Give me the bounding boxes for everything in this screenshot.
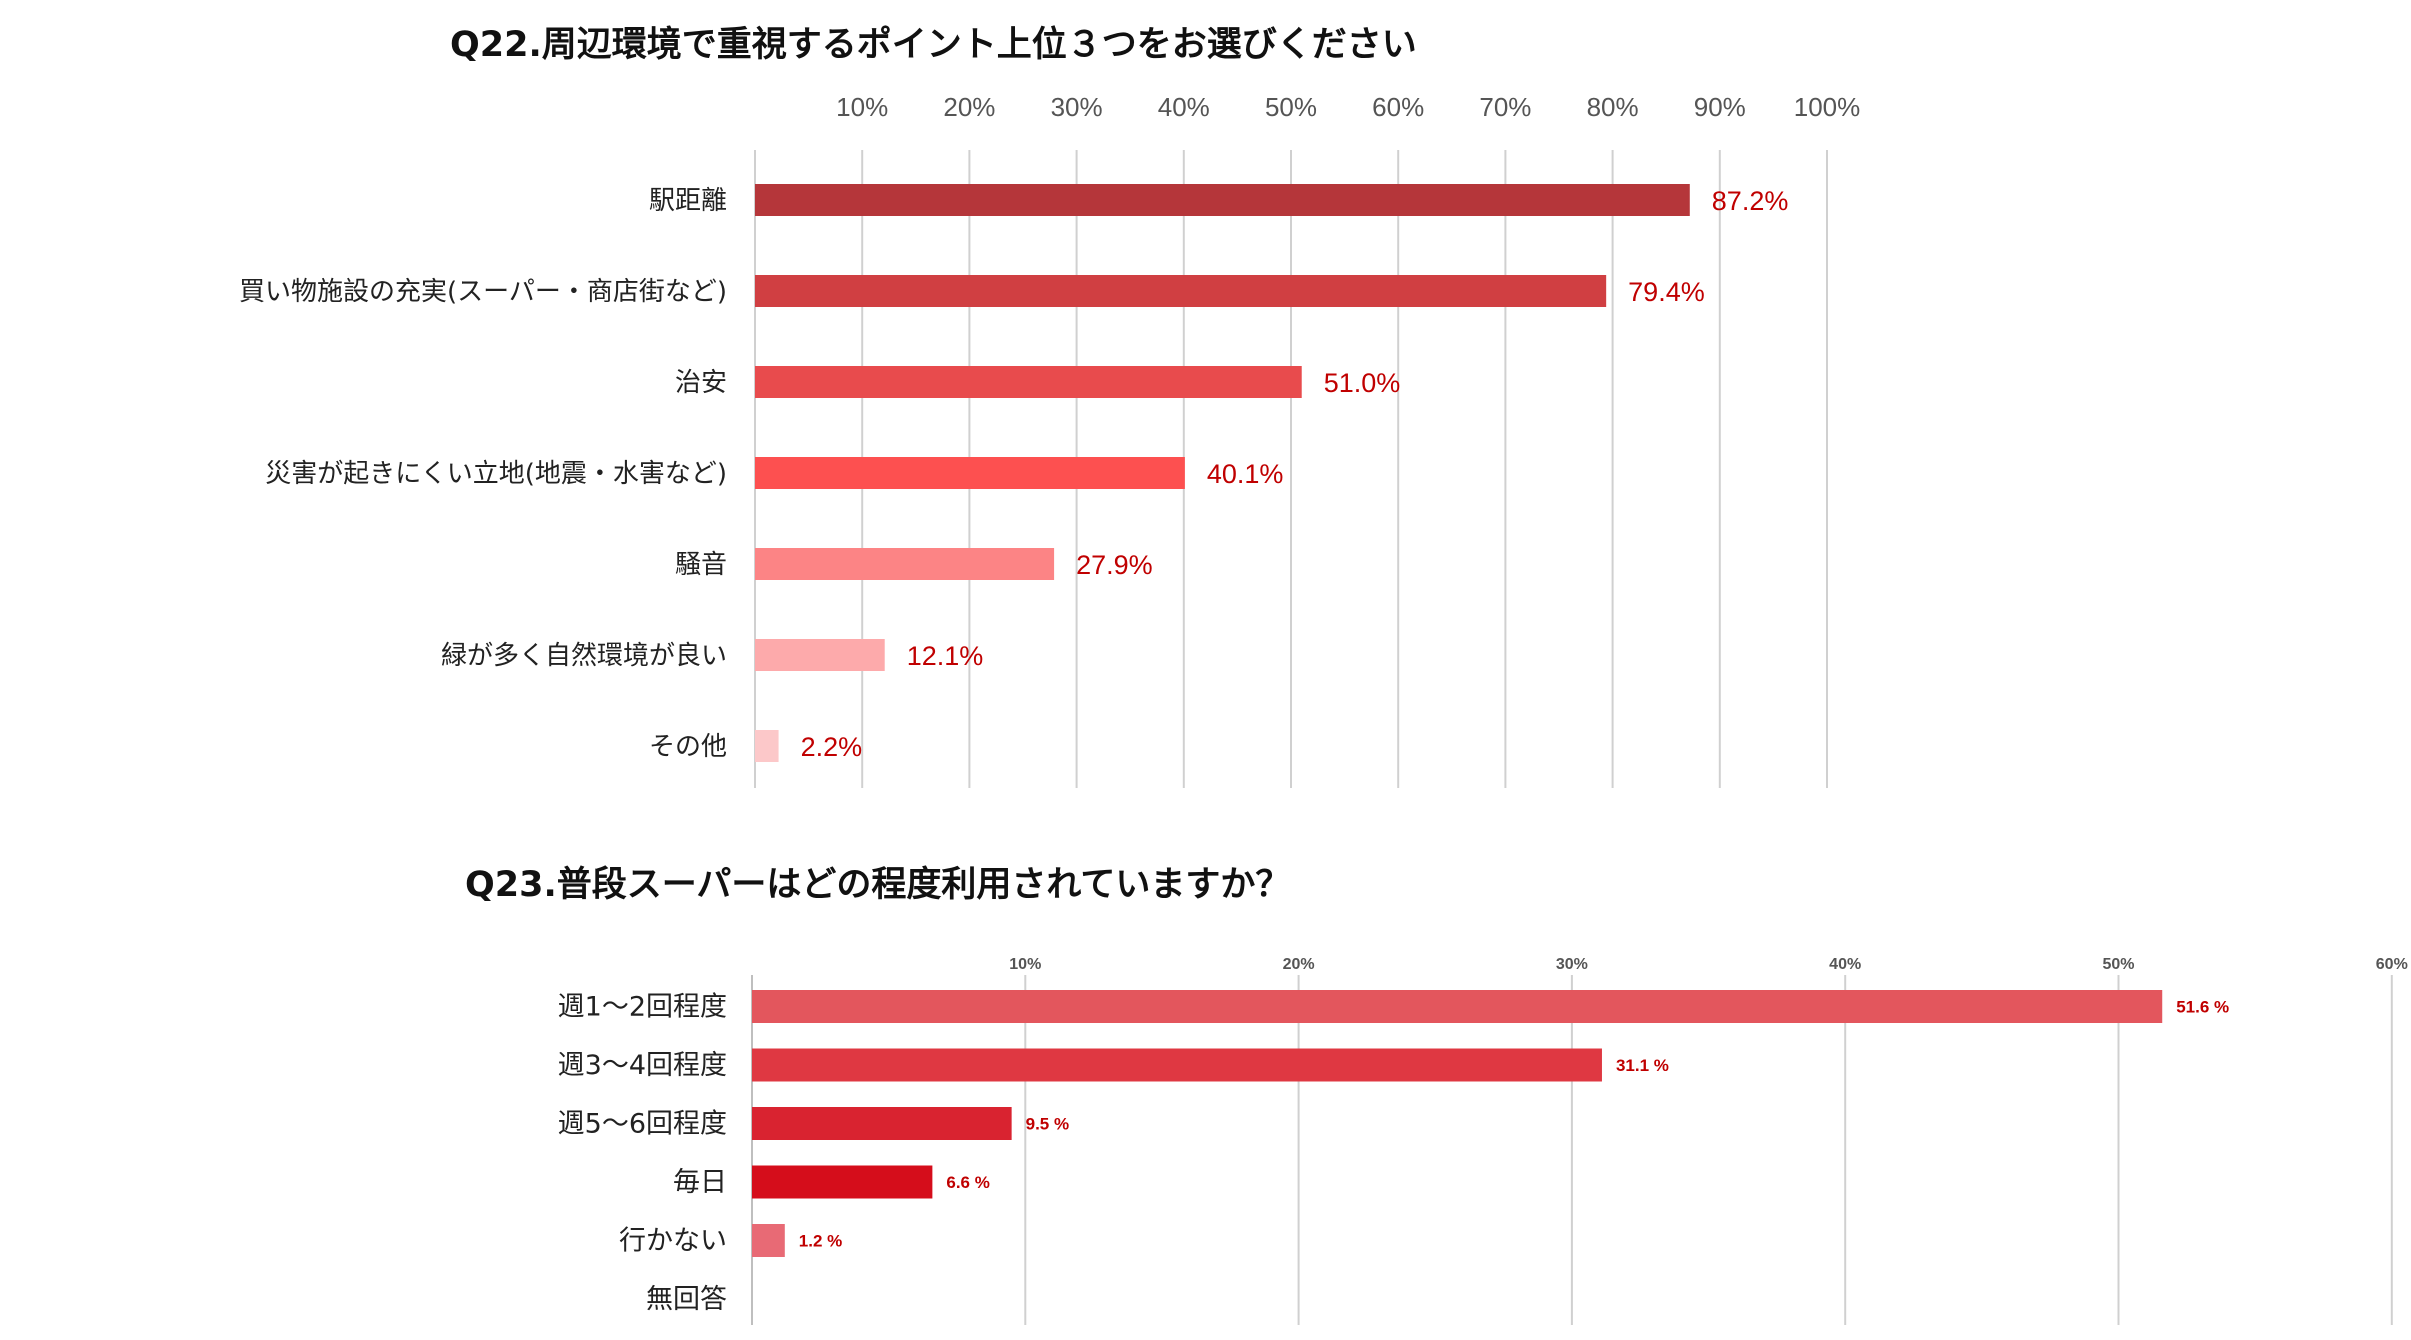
q22-category-label: 緑が多く自然環境が良い [441, 641, 727, 671]
q23-tick-label: 10% [1009, 956, 1041, 973]
q23-bar [752, 1224, 785, 1257]
q22-value-label: 79.4% [1628, 277, 1705, 307]
q22-tick-label: 50% [1265, 92, 1317, 122]
q23-tick-label: 40% [1829, 956, 1861, 973]
q22-tick-label: 20% [943, 92, 995, 122]
q22-category-label: 駅距離 [649, 186, 727, 216]
q22-bar [755, 639, 885, 671]
q22-tick-label: 60% [1372, 92, 1424, 122]
q22-value-label: 2.2% [801, 732, 863, 762]
q22-bar [755, 730, 779, 762]
q22-bar [755, 457, 1185, 489]
q22-category-label: 騒音 [675, 550, 727, 580]
chart-q22: Q22.周辺環境で重視するポイント上位３つをお選びください 10% 20% 30% 4… [239, 24, 1860, 788]
q22-category-label: 治安 [675, 368, 727, 398]
chart-q23-value-labels: 51.6 % 31.1 % 9.5 % 6.6 % 1.2 % [799, 998, 2229, 1251]
q23-tick-label: 20% [1283, 956, 1315, 973]
q22-category-label: その他 [649, 732, 727, 762]
q22-bar [755, 366, 1302, 398]
q22-bar [755, 184, 1690, 216]
q23-bar [752, 1165, 933, 1199]
q22-tick-label: 90% [1694, 92, 1746, 122]
q22-value-label: 40.1% [1207, 459, 1284, 489]
q22-value-label: 27.9% [1076, 550, 1153, 580]
q23-bar [752, 990, 2163, 1023]
q22-category-label: 買い物施設の充実(スーパー・商店街など) [239, 277, 727, 307]
q23-category-label: 行かない [619, 1226, 727, 1257]
chart-q22-tick-labels: 10% 20% 30% 40% 50% 60% 70% 80% 90% 100% [836, 92, 1860, 122]
q23-value-label: 1.2 % [799, 1232, 842, 1251]
q22-tick-label: 10% [836, 92, 888, 122]
q22-tick-label: 40% [1158, 92, 1210, 122]
chart-q22-title: Q22.周辺環境で重視するポイント上位３つをお選びください [450, 24, 1417, 65]
q22-value-label: 12.1% [907, 641, 984, 671]
q23-bar [752, 1048, 1602, 1082]
q22-tick-label: 30% [1051, 92, 1103, 122]
q23-bar [752, 1107, 1012, 1140]
chart-q23-gridlines [751, 975, 2393, 1325]
chart-q23-title: Q23.普段スーパーはどの程度利用されていますか？ [465, 864, 1290, 905]
q22-category-label: 災害が起きにくい立地(地震・水害など) [265, 459, 727, 489]
chart-q23-bars [752, 990, 2163, 1257]
q22-bar [755, 548, 1055, 580]
q23-category-label: 週5～6回程度 [558, 1109, 727, 1140]
q23-value-label: 31.1 % [1616, 1056, 1669, 1075]
chart-q22-bars [755, 184, 1690, 762]
q22-tick-label: 80% [1587, 92, 1639, 122]
q22-tick-label: 70% [1479, 92, 1531, 122]
q23-category-label: 毎日 [673, 1167, 727, 1198]
q23-value-label: 9.5 % [1026, 1115, 1069, 1134]
q23-category-label: 週3～4回程度 [558, 1050, 727, 1081]
q22-value-label: 51.0% [1324, 368, 1401, 398]
q23-value-label: 51.6 % [2176, 998, 2229, 1017]
q23-tick-label: 30% [1556, 956, 1588, 973]
q23-tick-label: 60% [2376, 956, 2408, 973]
chart-q22-value-labels: 87.2% 79.4% 51.0% 40.1% 27.9% 12.1% 2.2% [801, 186, 1789, 762]
chart-q23: Q23.普段スーパーはどの程度利用されていますか？ 10% 20% 30% 40% 50… [465, 864, 2408, 1325]
q23-category-label: 無回答 [646, 1284, 727, 1315]
q22-bar [755, 275, 1607, 307]
q23-tick-label: 50% [2102, 956, 2134, 973]
q23-category-label: 週1～2回程度 [558, 992, 727, 1023]
q23-value-label: 6.6 % [946, 1173, 989, 1192]
q22-value-label: 87.2% [1712, 186, 1789, 216]
chart-q23-tick-labels: 10% 20% 30% 40% 50% 60% [1009, 956, 2408, 973]
q22-tick-label: 100% [1794, 92, 1861, 122]
